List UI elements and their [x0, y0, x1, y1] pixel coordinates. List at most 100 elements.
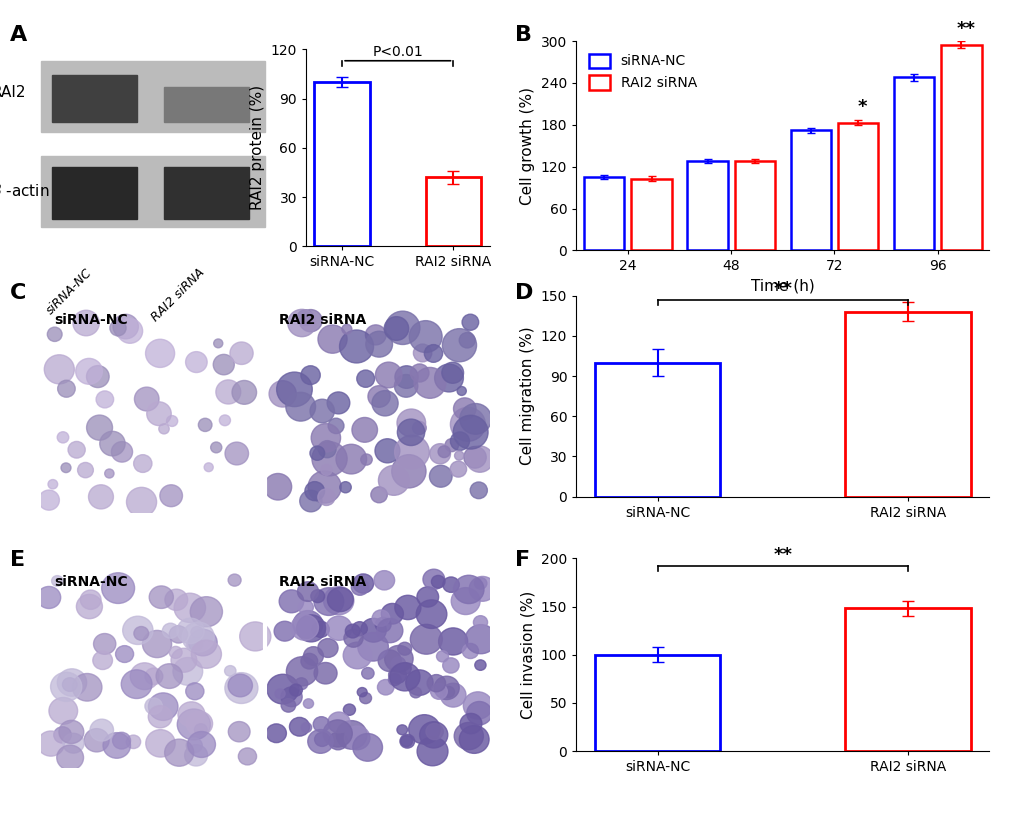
- Circle shape: [388, 667, 406, 683]
- Circle shape: [37, 586, 61, 608]
- Circle shape: [341, 324, 352, 334]
- Circle shape: [146, 339, 174, 368]
- Circle shape: [327, 712, 350, 733]
- Text: siRNA-NC: siRNA-NC: [54, 313, 127, 327]
- Circle shape: [169, 646, 182, 658]
- Circle shape: [186, 637, 203, 652]
- Circle shape: [361, 618, 386, 642]
- Circle shape: [410, 687, 421, 698]
- Circle shape: [149, 693, 177, 720]
- Circle shape: [406, 670, 433, 695]
- Circle shape: [44, 355, 74, 384]
- Circle shape: [436, 651, 448, 662]
- Circle shape: [49, 698, 77, 724]
- Circle shape: [186, 738, 202, 753]
- Circle shape: [87, 415, 112, 440]
- Circle shape: [187, 732, 215, 758]
- Circle shape: [474, 660, 486, 670]
- Y-axis label: RAI2 protein (%): RAI2 protein (%): [250, 85, 265, 210]
- Circle shape: [431, 576, 444, 588]
- Text: B: B: [515, 25, 532, 44]
- Y-axis label: Cell migration (%): Cell migration (%): [520, 327, 535, 466]
- Circle shape: [266, 724, 286, 743]
- Bar: [164, 167, 250, 218]
- Circle shape: [57, 669, 87, 696]
- Circle shape: [113, 314, 139, 339]
- Circle shape: [171, 649, 197, 672]
- Circle shape: [61, 463, 71, 473]
- Circle shape: [465, 625, 496, 654]
- Circle shape: [459, 333, 475, 348]
- Circle shape: [204, 463, 213, 471]
- Circle shape: [457, 387, 466, 396]
- Bar: [52, 75, 138, 122]
- Circle shape: [38, 731, 64, 756]
- Circle shape: [276, 372, 312, 406]
- Circle shape: [377, 680, 393, 695]
- Circle shape: [281, 687, 302, 707]
- Circle shape: [345, 624, 360, 638]
- Bar: [838, 122, 877, 250]
- Circle shape: [228, 722, 250, 742]
- Circle shape: [165, 589, 187, 610]
- Text: **: **: [772, 280, 792, 298]
- Text: F: F: [515, 550, 530, 570]
- Circle shape: [182, 622, 214, 652]
- Circle shape: [77, 462, 94, 478]
- Circle shape: [384, 645, 413, 672]
- Circle shape: [72, 310, 99, 336]
- Circle shape: [305, 482, 324, 501]
- Circle shape: [297, 310, 313, 326]
- Circle shape: [323, 586, 354, 615]
- Circle shape: [81, 590, 101, 609]
- Circle shape: [89, 484, 113, 509]
- Circle shape: [213, 355, 234, 375]
- Circle shape: [467, 701, 491, 725]
- Text: E: E: [10, 550, 25, 570]
- Circle shape: [335, 444, 366, 474]
- Circle shape: [290, 615, 318, 640]
- Circle shape: [442, 328, 476, 362]
- Circle shape: [84, 728, 109, 752]
- Circle shape: [303, 699, 313, 709]
- Circle shape: [417, 737, 447, 766]
- Circle shape: [149, 586, 173, 608]
- Circle shape: [437, 446, 449, 457]
- Circle shape: [228, 574, 240, 586]
- Circle shape: [274, 621, 296, 641]
- Circle shape: [311, 424, 340, 452]
- Circle shape: [434, 677, 459, 699]
- Circle shape: [442, 577, 459, 593]
- Circle shape: [357, 687, 367, 697]
- Circle shape: [186, 711, 212, 736]
- Circle shape: [444, 438, 459, 452]
- Circle shape: [126, 735, 141, 749]
- Circle shape: [281, 699, 296, 712]
- Circle shape: [285, 392, 315, 421]
- Circle shape: [126, 488, 157, 516]
- Circle shape: [440, 683, 466, 707]
- Circle shape: [343, 630, 363, 647]
- Circle shape: [313, 717, 329, 732]
- Circle shape: [239, 621, 271, 651]
- Circle shape: [423, 569, 444, 589]
- Circle shape: [103, 732, 130, 759]
- Circle shape: [96, 391, 113, 408]
- Circle shape: [57, 432, 68, 443]
- Circle shape: [159, 424, 169, 434]
- Circle shape: [224, 666, 235, 677]
- Text: RAI2 siRNA: RAI2 siRNA: [149, 266, 207, 324]
- Bar: [41, 61, 265, 132]
- Circle shape: [169, 626, 187, 643]
- Circle shape: [353, 733, 382, 761]
- Circle shape: [450, 432, 469, 451]
- Circle shape: [162, 623, 178, 638]
- Circle shape: [189, 629, 217, 656]
- Circle shape: [87, 365, 109, 388]
- Circle shape: [429, 466, 451, 487]
- Circle shape: [185, 351, 207, 373]
- Circle shape: [344, 726, 370, 750]
- Bar: [941, 44, 980, 250]
- Circle shape: [121, 670, 152, 699]
- Circle shape: [148, 705, 172, 728]
